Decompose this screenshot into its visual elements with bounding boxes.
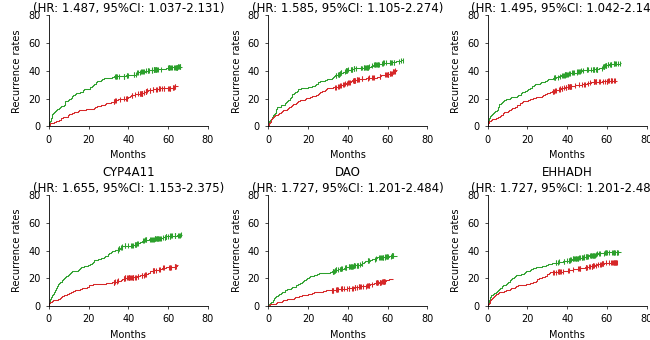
Title: ALDH6A1
(HR: 1.495, 95%CI: 1.042-2.144): ALDH6A1 (HR: 1.495, 95%CI: 1.042-2.144) <box>471 0 650 15</box>
Title: DAO
(HR: 1.727, 95%CI: 1.201-2.484): DAO (HR: 1.727, 95%CI: 1.201-2.484) <box>252 166 443 195</box>
Y-axis label: Recurrence rates: Recurrence rates <box>12 29 23 113</box>
X-axis label: Months: Months <box>111 150 146 160</box>
X-axis label: Months: Months <box>549 330 585 340</box>
Y-axis label: Recurrence rates: Recurrence rates <box>232 29 242 113</box>
Title: CYP4A11
(HR: 1.655, 95%CI: 1.153-2.375): CYP4A11 (HR: 1.655, 95%CI: 1.153-2.375) <box>32 166 224 195</box>
Y-axis label: Recurrence rates: Recurrence rates <box>452 29 461 113</box>
Title: ABAT
(HR: 1.487, 95%CI: 1.037-2.131): ABAT (HR: 1.487, 95%CI: 1.037-2.131) <box>32 0 224 15</box>
X-axis label: Months: Months <box>330 150 366 160</box>
X-axis label: Months: Months <box>549 150 585 160</box>
X-axis label: Months: Months <box>111 330 146 340</box>
Y-axis label: Recurrence rates: Recurrence rates <box>12 209 23 292</box>
X-axis label: Months: Months <box>330 330 366 340</box>
Y-axis label: Recurrence rates: Recurrence rates <box>232 209 242 292</box>
Y-axis label: Recurrence rates: Recurrence rates <box>452 209 461 292</box>
Title: AGXT
(HR: 1.585, 95%CI: 1.105-2.274): AGXT (HR: 1.585, 95%CI: 1.105-2.274) <box>252 0 443 15</box>
Title: EHHADH
(HR: 1.727, 95%CI: 1.201-2.484): EHHADH (HR: 1.727, 95%CI: 1.201-2.484) <box>471 166 650 195</box>
